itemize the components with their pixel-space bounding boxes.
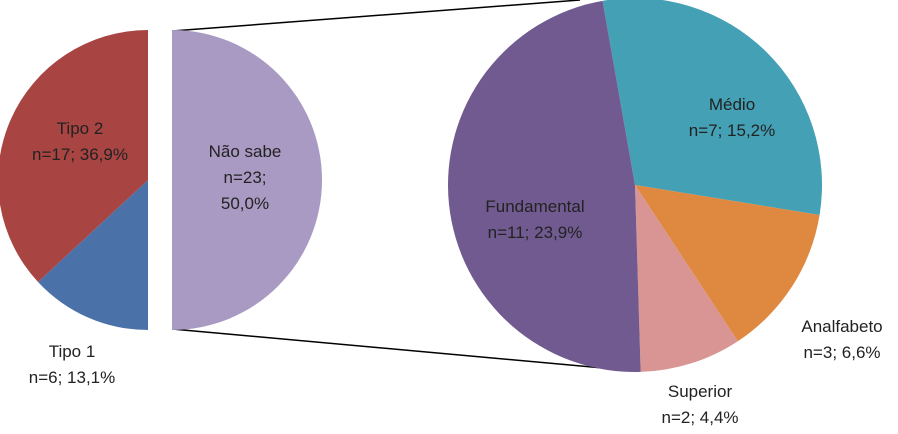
- label-text: Superior: [667, 382, 733, 401]
- pie-slice: [172, 30, 322, 330]
- label-text: Fundamental: [485, 197, 585, 216]
- slice-label: Não sabe n=23; 50,0%: [205, 139, 285, 217]
- label-text: Analfabeto: [801, 317, 883, 336]
- slice-label: Analfabeto n=3; 6,6%: [801, 314, 882, 366]
- label-text: Médio: [708, 95, 756, 114]
- connector: [171, 0, 581, 32]
- label-text: Não sabe: [208, 142, 282, 161]
- label-text: n=11; 23,9%: [487, 223, 583, 242]
- label-text: n=6; 13,1%: [28, 368, 116, 387]
- slice-label: Tipo 1 n=6; 13,1%: [29, 339, 116, 391]
- pie-slice: [602, 0, 822, 215]
- slice-label: Fundamental n=11; 23,9%: [485, 194, 584, 246]
- connector: [171, 328, 626, 371]
- label-text: Tipo 1: [48, 342, 96, 361]
- slice-label: Superior n=2; 4,4%: [661, 379, 738, 431]
- pie-slice: [0, 30, 148, 282]
- label-text: n=23; 50,0%: [220, 168, 270, 213]
- label-text: n=7; 15,2%: [688, 121, 776, 140]
- pie-slice: [38, 180, 148, 330]
- pie-slice: [447, 0, 641, 373]
- slice-label: Médio n=7; 15,2%: [689, 92, 776, 144]
- pie-slice: [635, 185, 738, 372]
- label-text: Tipo 2: [56, 119, 104, 138]
- slice-label: Tipo 2 n=17; 36,9%: [32, 116, 128, 168]
- label-text: n=17; 36,9%: [32, 145, 128, 164]
- label-text: n=3; 6,6%: [803, 343, 881, 362]
- pie-slice: [635, 185, 820, 342]
- label-text: n=2; 4,4%: [661, 408, 739, 427]
